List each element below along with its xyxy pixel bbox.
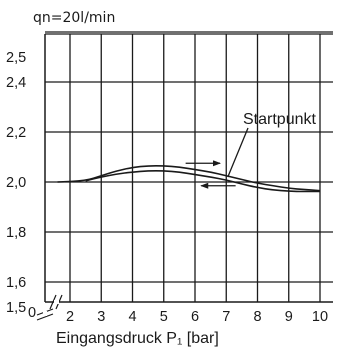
annotations: Startpunkt (227, 111, 316, 178)
y-tick-label-1-5: 1,5 (6, 300, 26, 316)
y-tick-label-2-2: 2,2 (6, 125, 26, 141)
chart-subtitle: qn=20l/min (33, 10, 115, 26)
x-tick-label-4: 4 (128, 309, 136, 325)
x-tick-label-6: 6 (191, 309, 199, 325)
x-axis-title: Eingangsdruck P₁ [bar] (56, 330, 219, 347)
series-curve-1 (57, 164, 321, 192)
y-tick-label-2-4: 2,4 (6, 75, 26, 91)
annotation-leader-line (227, 127, 249, 178)
y-tick-label-2-0: 2,0 (6, 175, 26, 191)
x-axis-break-gap (54, 300, 59, 304)
x-tick-label-9: 9 (285, 309, 293, 325)
y-tick-label-1-6: 1,6 (6, 275, 26, 291)
series-group (57, 164, 321, 193)
x-tick-label-10: 10 (312, 309, 328, 325)
annotation-label-startpunkt: Startpunkt (243, 111, 316, 128)
y-tick-label-2-5: 2,5 (6, 50, 26, 66)
x-tick-label-8: 8 (253, 309, 261, 325)
arrow-group (185, 160, 236, 189)
grid (45, 31, 333, 302)
x-tick-labels: 2 3 4 5 6 7 8 9 10 (66, 309, 328, 325)
x-tick-label-3: 3 (97, 309, 105, 325)
origin-tick-label: 0 (28, 305, 36, 321)
y-tick-label-1-8: 1,8 (6, 225, 26, 241)
y-tick-labels: 2,5 2,4 2,2 2,0 1,8 1,6 1,5 0 (6, 50, 36, 321)
x-tick-label-7: 7 (222, 309, 230, 325)
x-tick-label-2: 2 (66, 309, 74, 325)
plot-frame (36, 33, 333, 321)
x-tick-label-5: 5 (160, 309, 168, 325)
series-curve-2 (85, 169, 320, 193)
y-axis-break-gap (43, 311, 47, 316)
